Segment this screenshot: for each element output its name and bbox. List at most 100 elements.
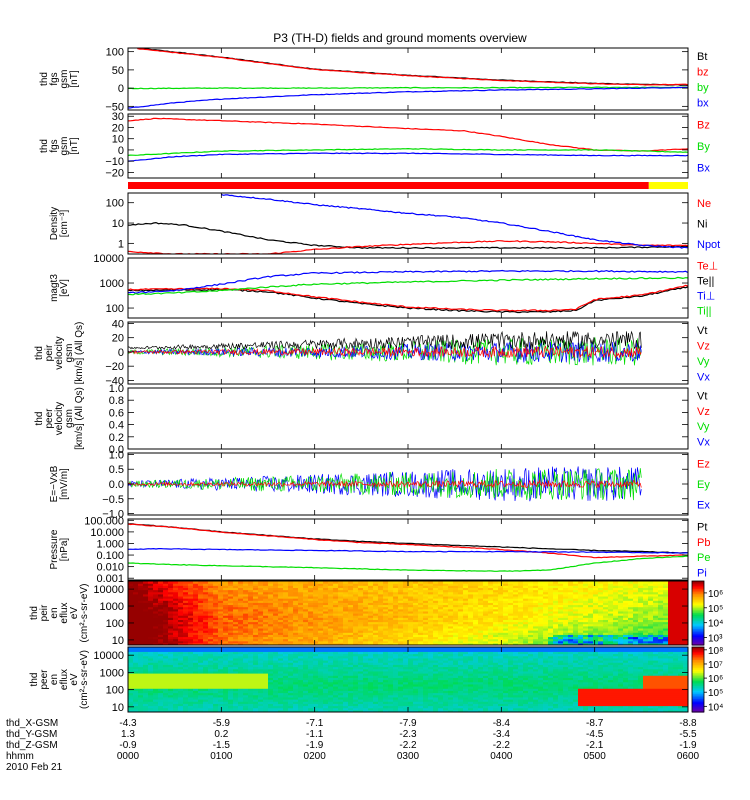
spectrogram-cell: [188, 679, 194, 683]
spectrogram-cell: [358, 642, 364, 645]
spectrogram-cell: [313, 630, 319, 633]
spectrogram-cell: [258, 627, 264, 631]
spectrogram-cell: [488, 638, 494, 642]
spectrogram-cell: [208, 677, 214, 681]
spectrogram-cell: [323, 627, 329, 631]
spectrogram-cell: [208, 681, 214, 685]
spectrogram-cell: [513, 591, 519, 595]
spectrogram-cell: [133, 625, 139, 629]
spectrogram-cell: [148, 623, 154, 627]
spectrogram-cell: [513, 602, 519, 606]
spectrogram-cell: [273, 608, 279, 612]
spectrogram-cell: [308, 651, 314, 655]
spectrogram-cell: [218, 621, 224, 625]
spectrogram-cell: [193, 581, 199, 584]
spectrogram-cell: [208, 595, 214, 599]
spectrogram-cell: [273, 602, 279, 606]
spectrogram-cell: [563, 595, 569, 599]
spectrogram-cell: [458, 602, 464, 606]
spectrogram-cell: [568, 610, 574, 614]
spectrogram-cell: [368, 585, 374, 588]
spectrogram-cell: [598, 636, 604, 640]
spectrogram-cell: [313, 617, 319, 620]
spectrogram-cell: [353, 598, 359, 601]
spectrogram-cell: [433, 602, 439, 606]
spectrogram-cell: [198, 638, 204, 642]
spectrogram-cell: [133, 651, 139, 655]
spectrogram-cell: [128, 673, 134, 676]
spectrogram-cell: [458, 623, 464, 627]
spectrogram-cell: [163, 670, 169, 674]
spectrogram-cell: [143, 625, 149, 629]
spectrogram-cell: [403, 623, 409, 627]
spectrogram-cell: [268, 630, 274, 633]
spectrogram-cell: [628, 608, 634, 612]
spectrogram-cell: [213, 694, 219, 698]
spectrogram-cell: [498, 615, 504, 618]
spectrogram-cell: [203, 602, 209, 606]
spectrogram-cell: [218, 634, 224, 638]
spectrogram-cell: [308, 610, 314, 614]
spectrogram-cell: [678, 636, 684, 640]
spectrogram-cell: [258, 673, 264, 676]
spectrogram-cell: [158, 647, 164, 650]
spectrogram-cell: [188, 662, 194, 665]
spectrogram-cell: [348, 581, 354, 584]
spectrogram-cell: [668, 591, 674, 595]
spectrogram-cell: [258, 608, 264, 612]
spectrogram-cell: [138, 649, 144, 652]
spectrogram-cell: [148, 581, 154, 584]
panel-plot-area: [128, 647, 688, 712]
spectrogram-cell: [353, 583, 359, 586]
spectrogram-cell: [278, 640, 284, 644]
spectrogram-cell: [128, 589, 134, 593]
spectrogram-cell: [223, 647, 229, 650]
spectrogram-cell: [683, 598, 688, 601]
spectrogram-cell: [648, 591, 654, 595]
spectrogram-cell: [173, 600, 179, 603]
spectrogram-cell: [263, 705, 269, 709]
spectrogram-cell: [458, 636, 464, 640]
spectrogram-cell: [318, 694, 324, 698]
spectrogram-cell: [188, 649, 194, 652]
spectrogram-cell: [313, 683, 319, 687]
spectrogram-cell: [563, 634, 569, 638]
spectrogram-cell: [663, 602, 669, 606]
spectrogram-cell: [498, 621, 504, 625]
spectrogram-cell: [303, 617, 309, 620]
spectrogram-cell: [473, 583, 479, 586]
spectrogram-cell: [188, 703, 194, 707]
spectrogram-cell: [228, 688, 234, 691]
spectrogram-cell: [288, 660, 294, 663]
spectrogram-cell: [208, 621, 214, 625]
ylabel-line: (cm²-s-sr-eV): [79, 584, 90, 643]
spectrogram-cell: [198, 606, 204, 610]
legend-entry: Ey: [697, 479, 710, 491]
spectrogram-cell: [618, 606, 624, 610]
spectrogram-cell: [598, 593, 604, 597]
spectrogram-cell: [428, 585, 434, 588]
spectrogram-cell: [448, 627, 454, 631]
spectrogram-cell: [363, 619, 369, 623]
spectrogram-cell: [638, 615, 644, 618]
spectrogram-cell: [193, 589, 199, 593]
spectrogram-cell: [503, 585, 509, 588]
spectrogram-cell: [643, 634, 649, 638]
spectrogram-cell: [333, 598, 339, 601]
spectrogram-cell: [138, 600, 144, 603]
spectrogram-cell: [543, 615, 549, 618]
spectrogram-cell: [313, 707, 319, 711]
spectrogram-cell: [178, 692, 184, 696]
spectrogram-cell: [243, 640, 249, 644]
spectrogram-cell: [318, 699, 324, 702]
spectrogram-cell: [388, 627, 394, 631]
spectrogram-cell: [258, 615, 264, 618]
spectrogram-cell: [573, 638, 579, 642]
spectrogram-cell: [353, 642, 359, 645]
colorbar-tick-label: 10³: [708, 634, 723, 645]
spectrogram-cell: [158, 642, 164, 645]
spectrogram-cell: [483, 634, 489, 638]
spectrogram-cell: [318, 595, 324, 599]
spectrogram-cell: [133, 632, 139, 635]
spectrogram-cell: [318, 610, 324, 614]
